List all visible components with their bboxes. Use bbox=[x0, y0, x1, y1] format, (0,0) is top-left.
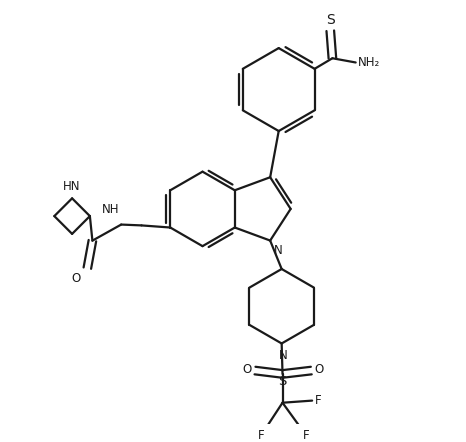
Text: O: O bbox=[72, 271, 81, 285]
Text: NH: NH bbox=[102, 203, 119, 216]
Text: N: N bbox=[274, 244, 282, 257]
Text: S: S bbox=[326, 12, 335, 27]
Text: S: S bbox=[278, 375, 287, 388]
Text: N: N bbox=[279, 349, 288, 362]
Text: NH₂: NH₂ bbox=[358, 56, 380, 69]
Text: F: F bbox=[315, 394, 322, 407]
Text: F: F bbox=[302, 429, 309, 442]
Text: HN: HN bbox=[63, 180, 81, 193]
Text: O: O bbox=[315, 363, 324, 376]
Text: F: F bbox=[258, 429, 264, 442]
Text: O: O bbox=[242, 363, 252, 376]
